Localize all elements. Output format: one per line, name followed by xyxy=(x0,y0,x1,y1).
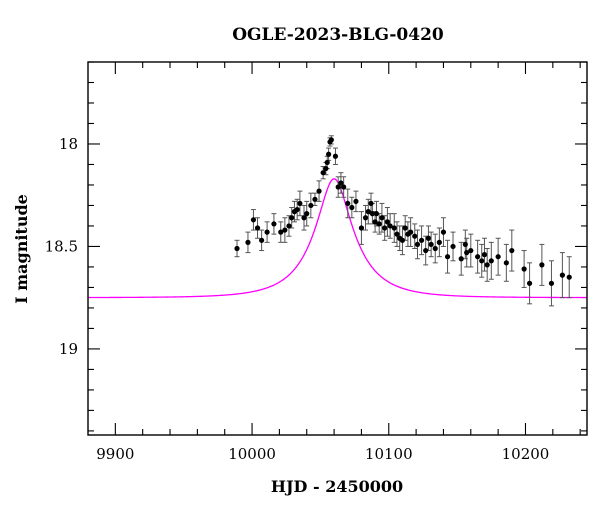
data-point xyxy=(250,217,257,223)
data-point xyxy=(335,184,341,190)
tick-label-layer: 9900 10000 10100 10200 18 18.5 19 xyxy=(45,135,550,463)
data-point xyxy=(301,215,307,221)
data-point xyxy=(312,196,318,202)
data-point xyxy=(481,252,488,258)
y-tick-label: 19 xyxy=(59,340,78,358)
data-point xyxy=(278,229,284,235)
data-point xyxy=(384,219,390,225)
data-point xyxy=(387,223,393,229)
data-point xyxy=(376,221,382,227)
point-layer xyxy=(234,137,572,286)
model-curve xyxy=(88,178,587,299)
data-point xyxy=(414,241,421,248)
errorbar-layer xyxy=(234,135,572,307)
data-point xyxy=(289,215,295,221)
data-point xyxy=(475,254,481,260)
data-point xyxy=(304,211,310,217)
model-layer xyxy=(88,178,587,299)
x-tick-label: 9900 xyxy=(96,445,134,463)
data-point xyxy=(436,239,442,245)
y-tick-label: 18.5 xyxy=(45,237,78,255)
data-point xyxy=(559,272,565,278)
data-point xyxy=(316,188,322,194)
data-point xyxy=(369,211,375,217)
data-point xyxy=(282,227,288,233)
data-point xyxy=(423,247,429,254)
data-point xyxy=(245,239,251,245)
data-point xyxy=(468,247,474,254)
data-point xyxy=(341,184,347,190)
x-tick-label: 10000 xyxy=(228,445,276,463)
y-axis-label: I magnitude xyxy=(12,194,31,304)
data-point xyxy=(297,200,303,207)
data-point xyxy=(234,245,240,252)
data-point xyxy=(408,229,414,235)
data-point xyxy=(440,229,447,235)
data-point xyxy=(418,237,425,243)
data-point xyxy=(308,202,314,209)
data-point xyxy=(286,223,292,229)
data-point xyxy=(349,204,355,211)
data-point xyxy=(345,200,351,207)
data-point xyxy=(495,254,501,260)
data-point xyxy=(358,225,365,231)
data-point xyxy=(432,245,438,252)
data-point xyxy=(526,280,533,286)
data-point xyxy=(326,151,332,157)
plot-frame xyxy=(87,61,588,436)
data-point xyxy=(365,209,371,215)
data-point xyxy=(353,198,359,204)
data-point xyxy=(323,165,329,172)
data-point xyxy=(391,225,397,231)
data-point xyxy=(373,211,380,217)
data-point xyxy=(464,249,470,256)
data-point xyxy=(488,258,494,264)
data-point xyxy=(566,274,572,280)
data-point xyxy=(332,153,339,159)
data-point xyxy=(264,229,270,235)
data-point xyxy=(254,225,261,231)
x-tick-label: 10100 xyxy=(365,445,413,463)
chart-title: OGLE-2023-BLG-0420 xyxy=(232,25,444,45)
data-point xyxy=(259,237,265,243)
data-point xyxy=(412,233,418,239)
y-tick-label: 18 xyxy=(59,135,78,153)
data-point xyxy=(484,262,490,268)
data-point xyxy=(503,260,509,266)
data-point xyxy=(271,221,277,227)
data-point xyxy=(362,215,369,221)
data-point xyxy=(444,254,451,260)
data-point xyxy=(368,200,374,207)
data-point xyxy=(320,170,326,176)
data-point xyxy=(548,280,555,286)
data-point xyxy=(382,225,388,231)
data-point xyxy=(379,215,385,221)
data-point xyxy=(394,231,400,237)
data-point xyxy=(399,237,406,243)
data-point xyxy=(428,241,434,248)
data-point xyxy=(338,180,344,186)
data-point xyxy=(509,247,515,254)
data-point xyxy=(324,159,330,166)
data-point xyxy=(479,258,485,264)
data-point xyxy=(458,256,464,262)
data-point xyxy=(328,137,334,143)
data-point xyxy=(521,266,527,272)
data-point xyxy=(462,241,468,248)
data-point xyxy=(450,243,456,250)
data-point xyxy=(372,219,378,225)
data-point xyxy=(425,235,432,241)
x-axis-label: HJD - 2450000 xyxy=(271,477,403,496)
data-point xyxy=(294,206,300,213)
data-point xyxy=(539,262,545,268)
x-tick-label: 10200 xyxy=(502,445,550,463)
data-point xyxy=(402,225,408,231)
